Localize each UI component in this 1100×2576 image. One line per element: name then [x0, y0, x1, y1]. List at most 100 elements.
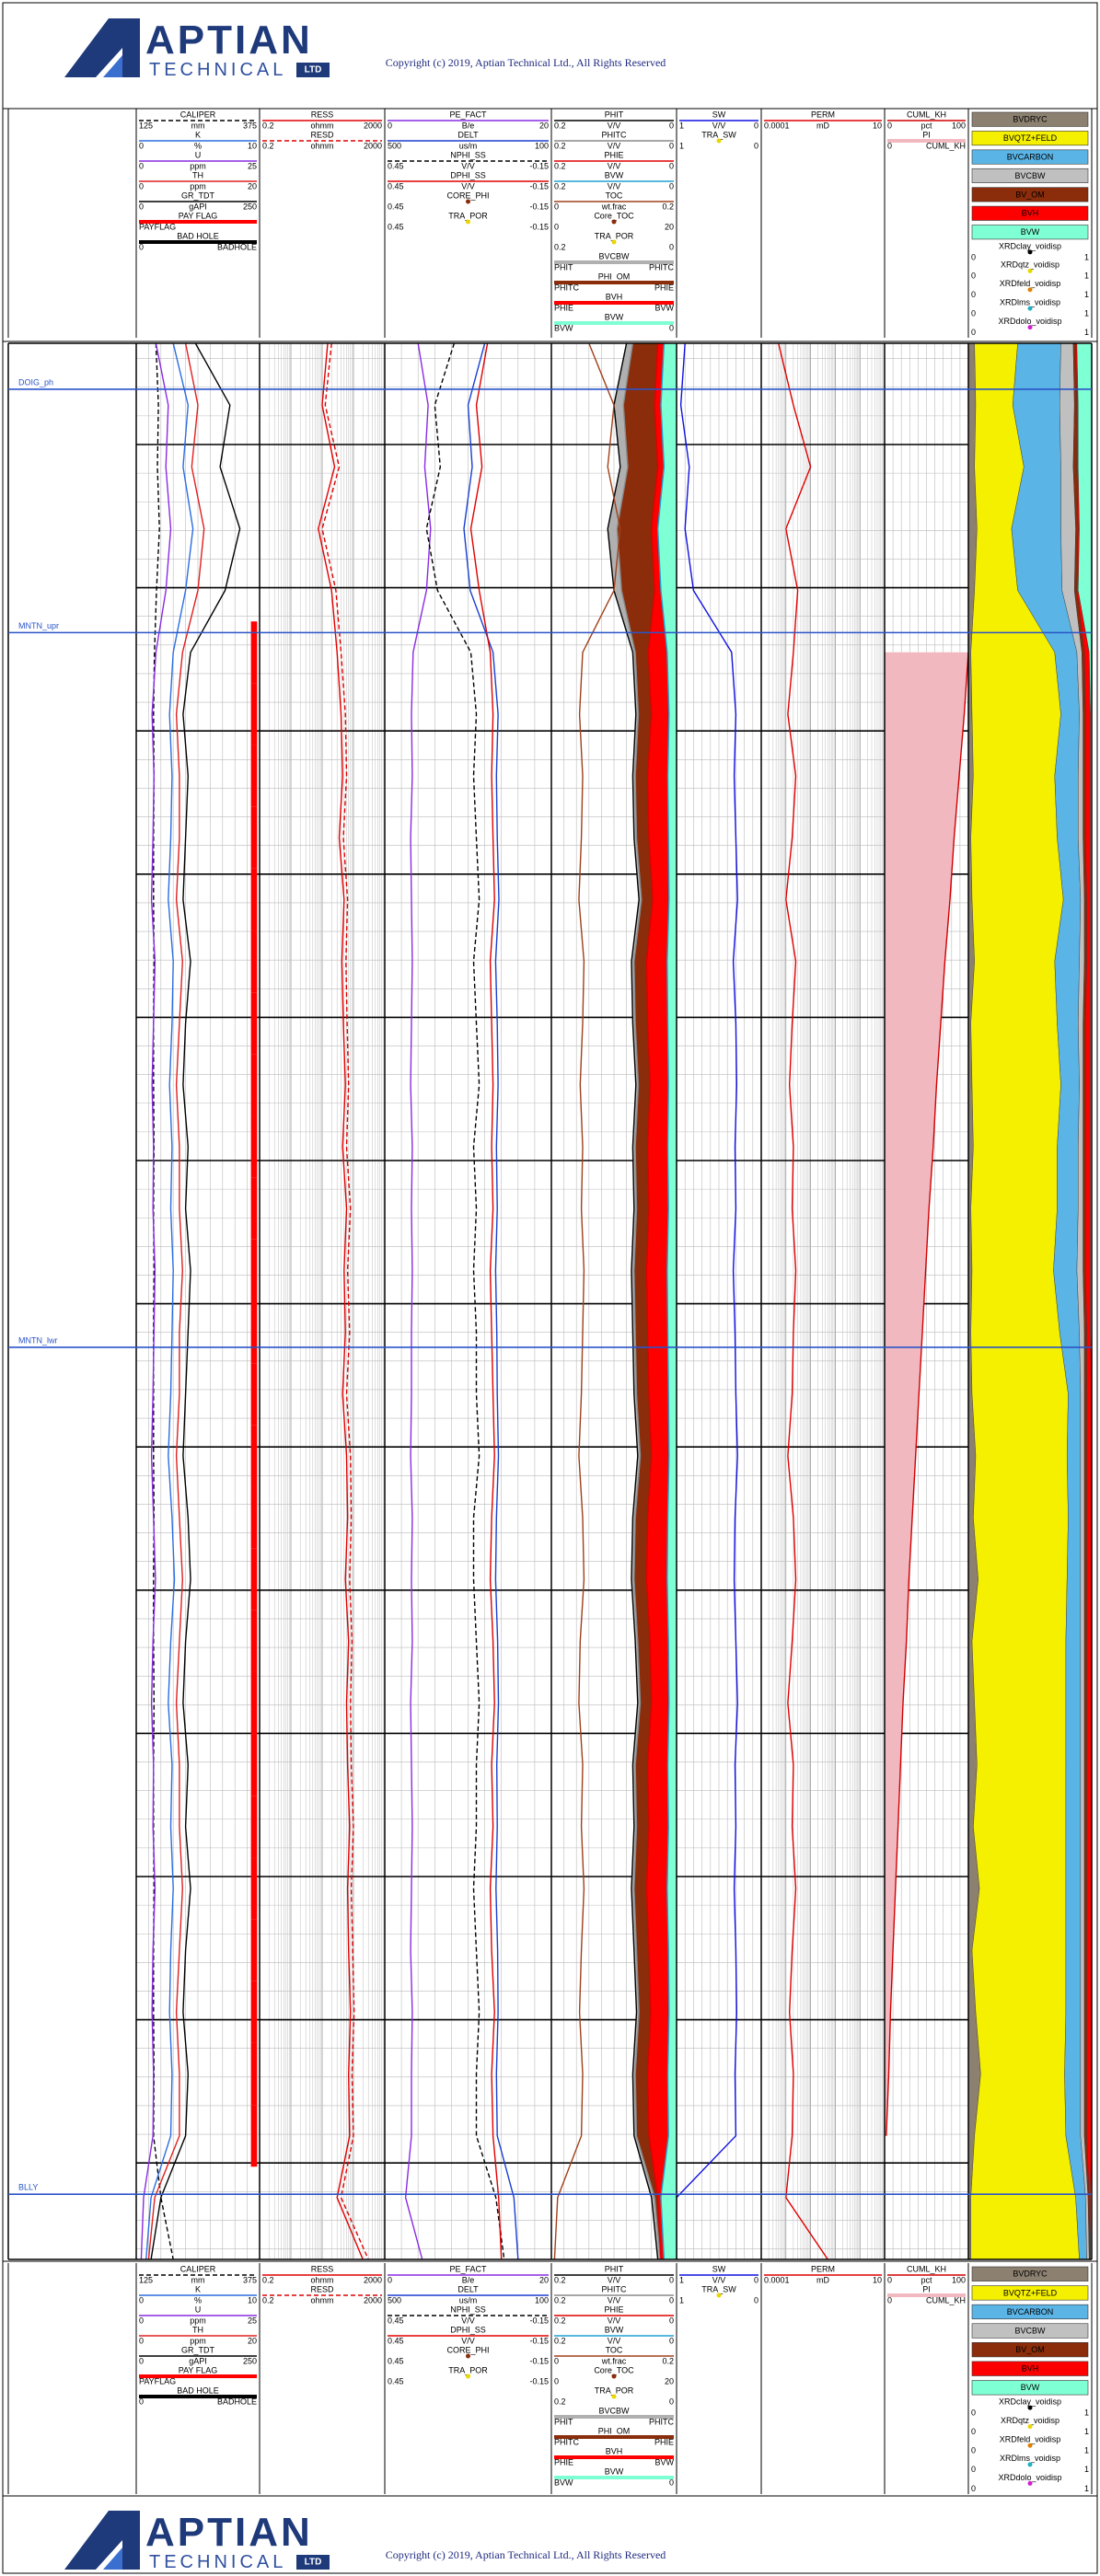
log-curve	[425, 343, 505, 2259]
fill-area	[885, 652, 968, 2136]
scale-max: 1	[1084, 271, 1089, 281]
logo-name: APTIAN	[145, 17, 313, 63]
curve-name: XRDlms_voidisp	[1000, 2454, 1060, 2463]
curve-name: BAD HOLE	[177, 2385, 219, 2395]
curve-name: TRA_POR	[448, 2365, 488, 2374]
legend-label: BVDRYC	[1013, 2270, 1048, 2279]
scale-min: 0	[887, 2275, 892, 2284]
scale-min: 0	[971, 2465, 976, 2474]
fill-swatch	[554, 321, 674, 325]
scale-unit: wt.frac	[601, 202, 627, 211]
scale-min: 0	[971, 309, 976, 318]
scale-max: -0.15	[529, 161, 549, 170]
scale-max: 1	[1084, 290, 1089, 299]
fill-left: PHIT	[554, 262, 573, 271]
fill-swatch	[887, 139, 966, 143]
scale-min: 0	[139, 2295, 144, 2305]
flag-block	[250, 683, 258, 745]
scale-max: 1	[1084, 2408, 1089, 2417]
curve-name: DELT	[457, 2284, 479, 2293]
legend-label: BVW	[1021, 2383, 1040, 2392]
log-curve	[656, 343, 670, 2259]
scale-unit: wt.frac	[601, 2356, 627, 2365]
dot-swatch	[1027, 249, 1033, 255]
legend-box	[971, 2304, 1089, 2320]
legend-label: BV_OM	[1015, 2345, 1045, 2354]
fill-right: PHITC	[649, 2417, 675, 2426]
track-body	[677, 343, 738, 2259]
flag-block	[250, 1671, 258, 1735]
scale-unit: mD	[816, 121, 829, 130]
scale-max: 10	[248, 141, 257, 150]
scale-min: 0.45	[388, 2316, 404, 2325]
scale-max: 20	[665, 2376, 674, 2385]
fill-swatch	[554, 2476, 674, 2479]
legend-box	[971, 225, 1089, 240]
log-curve	[150, 343, 241, 2259]
scale-min: 0	[971, 2484, 976, 2493]
curve-name: BVW	[605, 2325, 624, 2334]
scale-min: 0	[554, 202, 559, 211]
fill-right: 0	[669, 2478, 674, 2487]
curve-name: XRDdolo_voidisp	[998, 317, 1061, 326]
scale-max: 0	[669, 181, 674, 191]
scale-unit: V/V	[608, 141, 621, 150]
curve-name: DELT	[457, 130, 479, 139]
scale-min: 0	[139, 202, 144, 211]
legend-box	[971, 111, 1089, 127]
scale-max: -0.15	[529, 2316, 549, 2325]
scale-max: 0.2	[662, 202, 674, 211]
fill-swatch	[139, 2374, 257, 2378]
curve-name: PERM	[811, 2264, 835, 2273]
scale-max: 0	[669, 2316, 674, 2325]
fill-swatch	[887, 2293, 966, 2297]
fill-swatch	[554, 2435, 674, 2439]
scale-min: 0.2	[554, 161, 566, 170]
legend-box	[971, 2285, 1089, 2301]
curve-name: GR_TDT	[181, 2345, 215, 2354]
logo-mark	[103, 2547, 122, 2570]
scale-min: 0.0001	[764, 2275, 790, 2284]
flag-block	[250, 1610, 258, 1672]
formation-top-label: MNTN_upr	[18, 621, 59, 630]
curve-name: TOC	[606, 2345, 623, 2354]
logo-sub: TECHNICAL	[149, 60, 286, 80]
curve-name: TRA_SW	[701, 2284, 736, 2293]
flag-block	[250, 1239, 258, 1301]
log-curve	[553, 343, 621, 2259]
curve-name: PAY FLAG	[179, 211, 218, 220]
flag-block	[250, 1796, 258, 1858]
scale-unit: V/V	[608, 2336, 621, 2345]
curve-name: XRDqtz_voidisp	[1001, 2416, 1059, 2425]
scale-min: 0	[971, 290, 976, 299]
scale-unit: V/V	[608, 121, 621, 130]
scale-max: 0	[669, 2336, 674, 2345]
dot-swatch	[1027, 2443, 1033, 2448]
fill-right: BVW	[654, 2457, 674, 2466]
logo-ltd-box	[296, 2555, 330, 2570]
scale-min: 0	[139, 141, 144, 150]
scale-unit: %	[194, 141, 202, 150]
scale-unit: V/V	[461, 161, 475, 170]
fill-swatch	[139, 220, 257, 224]
scale-max: 10	[873, 2275, 882, 2284]
log-curve	[145, 343, 194, 2259]
curve-name: DPHI_SS	[450, 170, 486, 179]
dot-swatch	[1027, 2462, 1033, 2467]
scale-unit: V/V	[608, 181, 621, 191]
scale-unit: mm	[191, 121, 205, 130]
scale-min: 0.2	[554, 121, 566, 130]
fill-left: 0	[887, 2295, 892, 2305]
track-body	[885, 652, 968, 2136]
scale-min: 0	[139, 181, 144, 191]
scale-max: 1	[1084, 2484, 1089, 2493]
fill-left: 0	[139, 242, 144, 251]
curve-name: PHITC	[602, 2284, 628, 2293]
scale-min: 1	[679, 2275, 684, 2284]
scale-max: 0	[754, 2275, 758, 2284]
scale-unit: us/m	[459, 141, 478, 150]
curve-name: PHITC	[602, 130, 628, 139]
curve-name: K	[195, 130, 201, 139]
scale-min: 0	[139, 161, 144, 170]
